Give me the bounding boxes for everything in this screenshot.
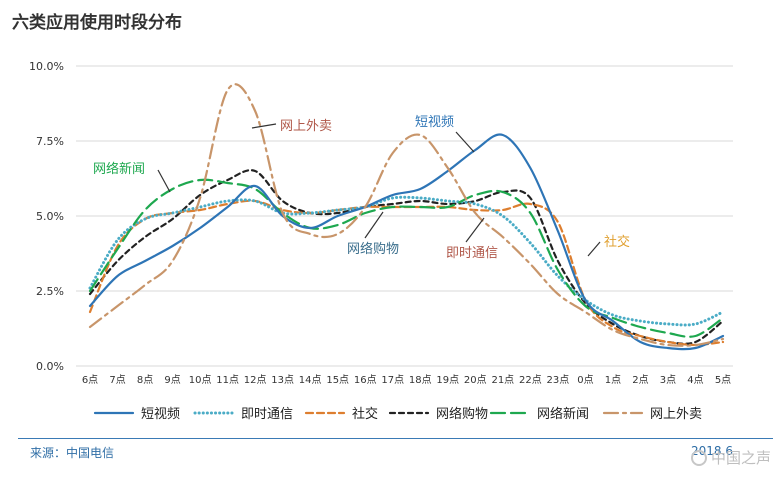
series-line-online-news (88, 178, 725, 338)
x-tick-label: 20点 (464, 374, 487, 386)
legend: 短视频 即时通信 社交 网络购物 网络新闻 网上外卖 (93, 406, 702, 422)
x-tick-label: 14点 (299, 374, 322, 386)
x-tick-label: 2点 (632, 374, 648, 386)
x-tick-label: 12点 (244, 374, 267, 386)
y-tick-label: 10.0% (29, 60, 64, 73)
x-axis: 6点 7点 8点 9点 10点 11点 12点 13点 14点 15点 16点 17点 18点 19点 20… (82, 374, 731, 386)
annotation-leader (251, 123, 277, 129)
legend-label: 网络购物 (436, 406, 488, 422)
y-tick-label: 7.5% (36, 135, 64, 148)
x-tick-label: 13点 (271, 374, 294, 386)
y-axis: 0.0% 2.5% 5.0% 7.5% 10.0% (29, 60, 64, 373)
chart-title: 六类应用使用时段分布 (12, 13, 182, 33)
x-tick-label: 23点 (547, 374, 570, 386)
annotation-leader (587, 241, 601, 257)
line-chart: 0.0% 2.5% 5.0% 7.5% 10.0% 6点 7点 8点 9点 10点 11点 12点 1… (29, 60, 733, 422)
x-tick-label: 10点 (189, 374, 212, 386)
x-tick-label: 17点 (381, 374, 404, 386)
x-tick-label: 5点 (715, 374, 731, 386)
legend-label: 即时通信 (241, 407, 293, 422)
annotation-label: 即时通信 (446, 246, 498, 261)
legend-label: 短视频 (141, 407, 180, 422)
annotation-label: 社交 (604, 234, 630, 250)
annotation-label: 网上外卖 (280, 119, 332, 134)
annotation-label: 网络新闻 (93, 161, 145, 177)
legend-label: 网络新闻 (537, 406, 589, 422)
annotation-label: 网络购物 (347, 241, 399, 257)
x-tick-label: 8点 (137, 374, 153, 386)
x-tick-label: 19点 (436, 374, 459, 386)
x-tick-label: 15点 (326, 374, 349, 386)
source-text: 来源：中国电信 (30, 446, 115, 460)
y-tick-label: 2.5% (36, 285, 64, 298)
series-line-short-video (88, 133, 725, 351)
x-tick-label: 1点 (605, 374, 621, 386)
x-tick-label: 22点 (519, 374, 542, 386)
x-tick-label: 4点 (687, 374, 703, 386)
watermark: 中国之声 (690, 447, 771, 468)
footer-divider (18, 438, 773, 439)
y-tick-label: 0.0% (36, 360, 64, 373)
x-tick-label: 7点 (109, 374, 125, 386)
annotation-leader (465, 217, 485, 243)
x-tick-label: 21点 (491, 374, 514, 386)
x-tick-label: 0点 (577, 374, 593, 386)
annotation-leader (455, 131, 475, 153)
x-tick-label: 18点 (409, 374, 432, 386)
y-tick-label: 5.0% (36, 210, 64, 223)
annotation-label: 短视频 (415, 115, 454, 130)
weibo-icon (690, 449, 707, 466)
legend-label: 社交 (352, 406, 378, 422)
annotation-leader (157, 169, 171, 193)
x-tick-label: 11点 (216, 374, 239, 386)
series-layer (88, 83, 725, 351)
watermark-text: 中国之声 (710, 449, 771, 467)
x-tick-label: 6点 (82, 374, 98, 386)
grid-layer (76, 65, 733, 367)
legend-label: 网上外卖 (650, 407, 702, 422)
series-line-food-delivery (88, 83, 725, 347)
x-tick-label: 9点 (164, 374, 180, 386)
annotation-leader (364, 211, 384, 239)
series-line-online-shopping (88, 169, 725, 345)
x-tick-label: 3点 (660, 374, 676, 386)
series-line-social (88, 199, 725, 347)
x-tick-label: 16点 (354, 374, 377, 386)
